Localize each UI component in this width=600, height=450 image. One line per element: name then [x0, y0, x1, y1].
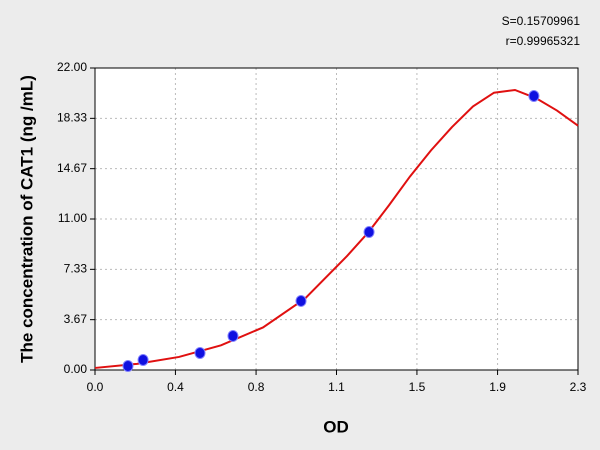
data-point — [194, 346, 206, 359]
y-tick-label: 7.33 — [64, 262, 88, 276]
fit-curve — [94, 88, 579, 369]
y-tick-label: 11.00 — [58, 211, 87, 225]
data-point — [295, 294, 307, 307]
x-tick-label: 0.0 — [87, 380, 104, 394]
y-tick-label: 22.00 — [57, 60, 87, 74]
x-tick-label: 1.9 — [489, 380, 506, 394]
data-point — [122, 360, 134, 373]
x-tick-label: 0.4 — [167, 380, 184, 394]
data-point — [363, 226, 375, 239]
data-point — [227, 329, 239, 342]
y-tick-label: 14.67 — [57, 161, 87, 175]
x-tick-label: 0.8 — [248, 380, 265, 394]
x-tick-label: 2.3 — [570, 380, 587, 394]
x-axis-title: OD — [323, 417, 349, 436]
annotation: S=0.15709961 — [502, 14, 581, 28]
data-point — [528, 90, 540, 103]
data-point — [137, 353, 149, 366]
annotation: r=0.99965321 — [506, 34, 581, 48]
x-tick-label: 1.1 — [328, 380, 345, 394]
y-tick-label: 0.00 — [64, 362, 88, 376]
x-tick-label: 1.5 — [409, 380, 426, 394]
plot-border — [94, 67, 579, 371]
y-tick-label: 3.67 — [64, 312, 88, 326]
y-axis-title: The concentration of CAT1 (ng /mL) — [17, 75, 36, 363]
y-tick-label: 18.33 — [57, 111, 87, 125]
